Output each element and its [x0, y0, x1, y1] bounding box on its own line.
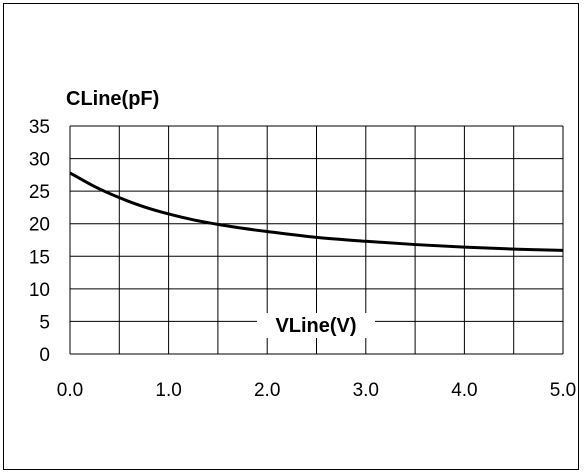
y-tick-label: 20	[29, 215, 50, 236]
x-tick-label: 0.0	[57, 380, 83, 401]
x-tick-label: 3.0	[353, 380, 379, 401]
y-tick-label: 35	[29, 117, 50, 138]
grid	[69, 125, 564, 355]
y-axis-label: CLine(pF)	[66, 88, 159, 110]
x-tick-labels: 0.0 1.0 2.0 3.0 4.0 5.0	[57, 380, 576, 401]
chart-frame	[3, 3, 579, 470]
y-tick-label: 10	[29, 280, 50, 301]
x-tick-label: 4.0	[451, 380, 477, 401]
capacitance-curve	[69, 171, 564, 252]
x-tick-label: 2.0	[254, 380, 280, 401]
y-tick-label: 5	[39, 312, 50, 333]
x-axis-label-group: VLine(V)	[257, 313, 375, 338]
y-tick-label: 0	[39, 345, 50, 366]
x-axis-label: VLine(V)	[275, 315, 356, 337]
x-tick-label: 5.0	[550, 380, 576, 401]
y-tick-labels: 0 5 10 15 20 25 30 35	[29, 117, 50, 366]
x-axis-label-background	[257, 313, 375, 338]
y-tick-label: 30	[29, 150, 50, 171]
x-tick-label: 1.0	[155, 380, 181, 401]
curve-layer	[69, 171, 564, 252]
y-tick-label: 25	[29, 182, 50, 203]
y-tick-label: 15	[29, 247, 50, 268]
